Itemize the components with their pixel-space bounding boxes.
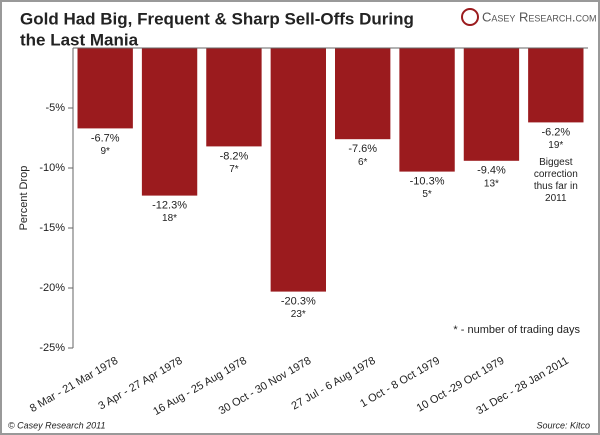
value-label: -7.6% (348, 143, 377, 155)
day-label: 5* (422, 189, 432, 200)
chart-title: the Last Mania (20, 30, 139, 49)
value-label: -9.4% (477, 165, 506, 177)
day-label: 18* (162, 213, 177, 224)
y-tick-label: -15% (39, 222, 65, 234)
value-label: -10.3% (410, 176, 445, 188)
y-tick-label: -20% (39, 282, 65, 294)
y-tick-label: -10% (39, 162, 65, 174)
value-label: -6.2% (541, 126, 570, 138)
value-label: -6.7% (91, 132, 120, 144)
bar (206, 48, 262, 147)
logo: Casey Research.com (482, 9, 597, 24)
day-label: 23* (291, 309, 306, 320)
legend-note: * - number of trading days (453, 324, 580, 336)
day-label: 13* (484, 178, 499, 189)
y-axis-label: Percent Drop (18, 166, 30, 231)
day-label: 19* (548, 140, 563, 151)
value-label: -12.3% (152, 200, 187, 212)
bar (335, 48, 391, 140)
bar (77, 48, 133, 129)
day-label: 9* (100, 146, 110, 157)
value-label: -20.3% (281, 296, 316, 308)
chart-title: Gold Had Big, Frequent & Sharp Sell-Offs… (20, 9, 414, 28)
bar (399, 48, 455, 172)
y-tick-label: -5% (45, 102, 65, 114)
day-label: 7* (229, 164, 239, 175)
annotation: correction (534, 169, 578, 180)
bar (270, 48, 326, 292)
bar (141, 48, 198, 196)
day-label: 6* (358, 157, 368, 168)
footer-right: Source: Kitco (536, 420, 590, 430)
footer-left: © Casey Research 2011 (8, 420, 106, 430)
y-tick-label: -25% (39, 342, 65, 354)
annotation: thus far in (534, 181, 578, 192)
bar (463, 48, 520, 161)
logo-icon (461, 8, 479, 26)
value-label: -8.2% (220, 150, 249, 162)
annotation: Biggest (539, 157, 573, 168)
bar (528, 48, 584, 123)
annotation: 2011 (545, 193, 567, 204)
